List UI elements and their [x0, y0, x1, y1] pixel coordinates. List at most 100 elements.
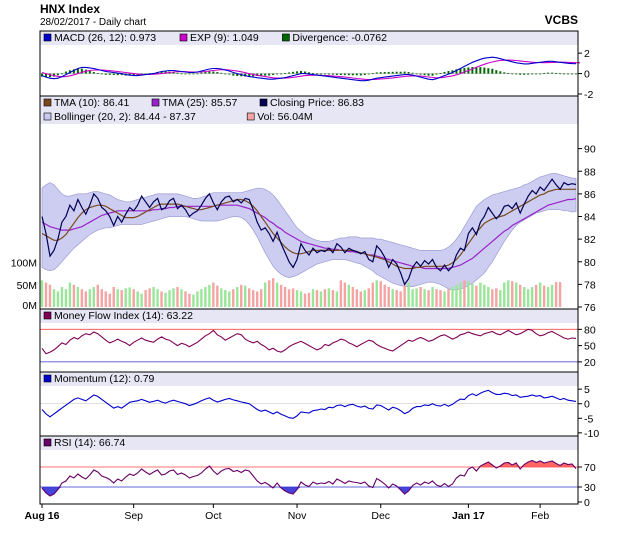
volume-bar	[188, 293, 191, 307]
rsi-panel: RSI (14): 66.74 70 30 0	[40, 436, 596, 509]
divergence-bar	[527, 73, 530, 75]
price-legend-band	[40, 96, 578, 124]
volume-bar	[383, 284, 386, 307]
divergence-bar	[475, 67, 478, 74]
volume-bar	[487, 287, 490, 307]
volume-bar	[451, 287, 454, 307]
divergence-bar	[232, 73, 235, 76]
volume-bar	[467, 281, 470, 307]
volume-bar	[315, 290, 319, 307]
divergence-bar	[80, 68, 83, 74]
volume-bar	[279, 284, 283, 307]
divergence-bar	[439, 73, 442, 74]
volume-bar	[331, 290, 335, 307]
divergence-bar	[447, 71, 450, 74]
x-tick-label: Dec	[371, 510, 390, 522]
divergence-bar	[563, 73, 566, 75]
divergence-bar	[288, 72, 291, 74]
divergence-bar	[507, 73, 510, 74]
divergence-bar	[355, 73, 358, 76]
divergence-bar	[292, 71, 295, 74]
volume-bar	[108, 293, 111, 307]
divergence-bar	[483, 67, 486, 74]
volume-bar	[263, 282, 267, 307]
volume-bar	[538, 282, 542, 307]
volume-bar	[554, 282, 558, 307]
divergence-bar	[519, 73, 522, 75]
volume-bar	[164, 292, 167, 307]
volume-bar	[303, 293, 307, 307]
volume-bar	[363, 290, 366, 307]
y-tick-label: 0	[584, 399, 590, 411]
divergence-bar	[539, 73, 542, 75]
divergence-bar	[351, 73, 354, 76]
volume-bar	[275, 282, 279, 307]
divergence-bar	[228, 73, 231, 75]
legend-label: Money Flow Index (14): 63.22	[54, 310, 193, 322]
y-tick-label: -2	[584, 89, 593, 101]
divergence-bar	[423, 73, 426, 76]
x-axis: Aug 16 Sep Oct Nov Dec Jan 17 Feb	[24, 504, 549, 522]
divergence-bar	[188, 73, 191, 75]
divergence-bar	[551, 72, 554, 74]
volume-bar	[415, 288, 418, 307]
volume-bar	[116, 289, 119, 307]
divergence-bar	[559, 73, 562, 75]
legend-swatch	[43, 438, 52, 447]
volume-bar	[423, 289, 426, 307]
y-tick-label: 88	[584, 166, 596, 178]
legend-label: Bollinger (20, 2): 84.44 - 87.37	[54, 111, 196, 123]
volume-bar	[299, 291, 303, 307]
volume-bar	[200, 289, 203, 307]
volume-bar	[463, 280, 466, 307]
volume-bar	[515, 282, 518, 307]
volume-bar	[232, 289, 235, 307]
divergence-bar	[415, 73, 418, 75]
volume-bar	[499, 290, 502, 307]
divergence-bar	[212, 71, 215, 74]
volume-bar	[128, 287, 131, 307]
y-tick-label: 86	[584, 189, 596, 201]
volume-bar	[100, 289, 103, 307]
divergence-bar	[204, 72, 207, 74]
chart-title: HNX Index	[40, 2, 100, 16]
x-tick-label: Aug 16	[24, 510, 59, 522]
divergence-bar	[463, 67, 466, 74]
divergence-bar	[216, 72, 219, 74]
legend-label: TMA (10): 86.41	[54, 97, 129, 109]
volume-bar	[192, 294, 195, 307]
volume-bar	[419, 287, 422, 307]
divergence-bar	[272, 73, 275, 75]
divergence-bar	[347, 73, 350, 76]
volume-bar	[244, 285, 247, 307]
divergence-bar	[56, 73, 59, 76]
legend-swatch	[282, 33, 290, 42]
divergence-bar	[395, 71, 398, 74]
divergence-bar	[96, 73, 99, 74]
divergence-bar	[331, 73, 334, 75]
volume-bar	[542, 285, 546, 307]
divergence-bar	[120, 73, 123, 76]
volume-bar	[351, 287, 355, 307]
divergence-bar	[236, 73, 239, 77]
volume-bar	[407, 282, 410, 307]
divergence-bar	[276, 73, 279, 75]
divergence-bar	[515, 73, 518, 75]
volume-bar	[379, 281, 382, 307]
y-tick-label: -5	[584, 413, 593, 425]
volume-bar	[44, 282, 48, 307]
divergence-bar	[491, 68, 494, 74]
legend-label: Divergence: -0.0762	[292, 32, 387, 44]
divergence-bar	[284, 73, 287, 74]
divergence-bar	[260, 73, 263, 76]
volume-bar	[447, 289, 450, 307]
volume-bar	[307, 292, 311, 307]
volume-bar	[255, 291, 259, 307]
divergence-bar	[399, 71, 402, 74]
volume-bar	[367, 288, 370, 307]
divergence-bar	[407, 72, 410, 74]
volume-bar	[172, 288, 175, 307]
volume-bar	[76, 287, 80, 307]
panels: MACD (26, 12): 0.973 EXP (9): 1.049 Diverg…	[11, 30, 599, 509]
y-tick-label: 82	[584, 234, 596, 246]
